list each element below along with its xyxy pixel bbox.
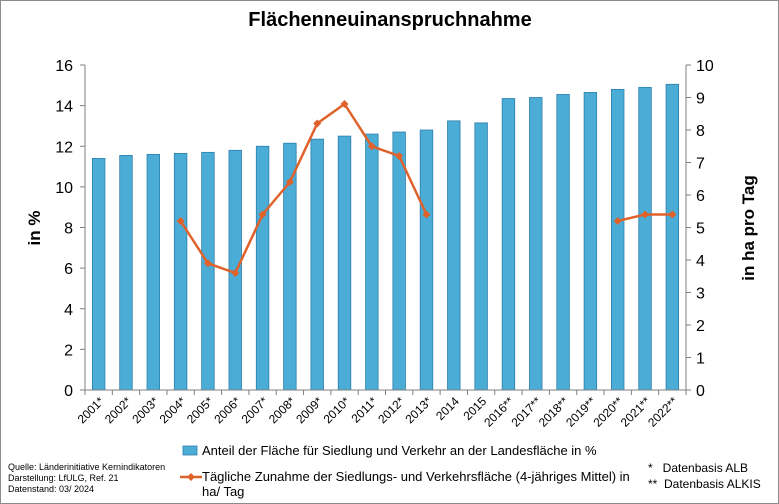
bar xyxy=(556,94,570,391)
y-tick-label-right: 0 xyxy=(696,383,705,400)
chart-title: Flächenneuinanspruchnahme xyxy=(248,9,531,31)
y-tick-label-right: 1 xyxy=(696,351,705,368)
y-axis-right: 0 1 2 3 4 5 6 7 8 9 10 xyxy=(686,58,714,400)
x-tick-label: 2006* xyxy=(211,394,243,426)
y-tick-label-right: 3 xyxy=(696,286,705,303)
y-tick-label-left: 10 xyxy=(55,180,73,197)
x-tick-label: 2014 xyxy=(433,394,462,423)
y-tick-label-right: 5 xyxy=(696,221,705,238)
source-quelle: Quelle: Länderinitiative Kernindikatoren xyxy=(8,462,165,472)
bar xyxy=(501,98,516,391)
bar xyxy=(201,151,215,391)
y-tick-label-left: 12 xyxy=(55,139,73,156)
y-tick-label-left: 6 xyxy=(64,261,73,278)
bar xyxy=(173,152,188,391)
x-tick-label: 2020** xyxy=(590,394,626,430)
line-point xyxy=(258,210,267,219)
x-axis: 2001*2002*2003*2004*2005*2006*2007*2008*… xyxy=(75,390,687,430)
y-tick-label-left: 16 xyxy=(55,58,73,75)
bar xyxy=(310,138,324,391)
line-point xyxy=(395,152,404,160)
x-tick-label: 2018** xyxy=(536,394,572,430)
x-tick-label: 2005* xyxy=(184,394,216,426)
x-tick-label: 2002* xyxy=(102,394,134,426)
y-tick-label-right: 6 xyxy=(696,188,705,205)
bar xyxy=(392,131,406,391)
y-axis-label-right: in ha pro Tag xyxy=(739,175,758,280)
y-axis-left: 0 2 4 6 8 10 12 14 16 xyxy=(55,58,85,400)
legend-line-marker xyxy=(187,473,195,481)
x-tick-label: 2013* xyxy=(403,394,435,426)
x-tick-label: 2022** xyxy=(645,394,681,430)
bar xyxy=(337,135,352,391)
line-series xyxy=(176,100,677,277)
x-tick-label: 2011* xyxy=(349,394,381,426)
bar xyxy=(583,92,598,391)
x-tick-label: 2010* xyxy=(321,394,353,426)
y-tick-label-left: 8 xyxy=(64,221,73,238)
line-point xyxy=(203,259,212,268)
x-tick-label: 2012* xyxy=(375,394,407,426)
bar xyxy=(638,86,652,391)
line-point xyxy=(367,142,376,151)
line-point xyxy=(313,119,322,128)
y-axis-label-left: in % xyxy=(25,211,44,246)
bar xyxy=(91,158,106,391)
x-tick-label: 2008* xyxy=(266,394,298,426)
y-tick-label-left: 14 xyxy=(55,99,73,116)
y-tick-label-left: 0 xyxy=(64,383,73,400)
bar xyxy=(611,88,625,391)
line-point xyxy=(641,210,650,219)
legend-line-label-1: Tägliche Zunahme der Siedlungs- und Verk… xyxy=(202,469,630,484)
legend-bar-swatch xyxy=(182,445,198,456)
line-segment xyxy=(179,102,428,275)
y-tick-label-left: 4 xyxy=(64,302,73,319)
x-tick-label: 2001* xyxy=(75,394,107,426)
legend-bar-label: Anteil der Fläche für Siedlung und Verke… xyxy=(202,443,597,458)
x-tick-label: 2009* xyxy=(293,394,325,426)
y-tick-label-right: 8 xyxy=(696,123,705,140)
y-tick-label-right: 10 xyxy=(696,58,714,75)
x-tick-label: 2019** xyxy=(563,394,599,430)
x-tick-label: 2004* xyxy=(157,394,189,426)
y-tick-label-right: 9 xyxy=(696,91,705,108)
bar xyxy=(419,129,434,391)
legend-line-label-2: ha/ Tag xyxy=(202,484,244,499)
line-point xyxy=(613,217,622,225)
footnote-alkis: ** Datenbasis ALKIS xyxy=(648,477,761,491)
x-tick-label: 2003* xyxy=(129,394,161,426)
x-tick-label: 2021** xyxy=(618,394,654,430)
line-point xyxy=(231,269,240,277)
bar xyxy=(474,122,488,391)
x-tick-label: 2017** xyxy=(508,394,544,430)
y-tick-label-right: 2 xyxy=(696,318,705,335)
bar-series xyxy=(91,83,680,391)
line-point xyxy=(668,210,677,219)
source-darstellung: Darstellung: LfULG, Ref. 21 xyxy=(8,473,119,483)
bar xyxy=(365,133,379,391)
bar xyxy=(146,153,160,391)
x-tick-label: 2016** xyxy=(481,394,517,430)
y-tick-label-right: 7 xyxy=(696,156,705,173)
line-point xyxy=(285,178,294,186)
source-datenstand: Datenstand: 03/ 2024 xyxy=(8,484,94,494)
bar xyxy=(529,97,543,391)
bar xyxy=(119,154,133,391)
line-point xyxy=(176,217,185,225)
footnote-alb: * Datenbasis ALB xyxy=(648,461,748,475)
bar xyxy=(447,120,461,391)
line-point xyxy=(422,210,431,219)
y-tick-label-right: 4 xyxy=(696,253,705,270)
bar xyxy=(255,145,270,391)
x-tick-label: 2007* xyxy=(239,394,271,426)
line-point xyxy=(340,100,349,108)
y-tick-label-left: 2 xyxy=(64,342,73,359)
bar xyxy=(665,83,680,391)
